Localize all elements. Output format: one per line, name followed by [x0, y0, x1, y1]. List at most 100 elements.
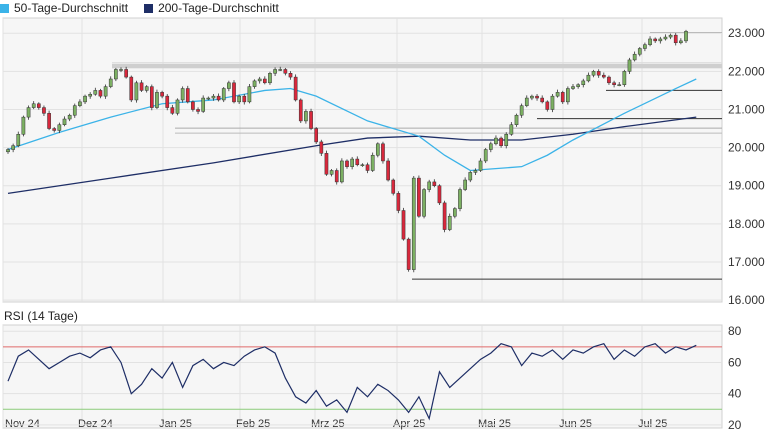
candle-up	[488, 143, 493, 150]
candle-up	[509, 124, 514, 135]
candle-up	[57, 124, 62, 131]
candle-up	[83, 95, 87, 103]
candle-up	[211, 95, 216, 99]
candle-down	[293, 76, 298, 101]
candle-down	[36, 103, 41, 108]
candle-up	[360, 164, 365, 167]
price-y-tick-label: 16.000	[728, 293, 765, 307]
candle-down	[298, 99, 303, 122]
resistance-band	[112, 63, 722, 69]
legend-item-ma200: 200-Tage-Durchschnitt	[144, 1, 279, 15]
candle-up	[155, 92, 159, 108]
x-tick-label: Dez 24	[78, 418, 113, 430]
candle-up	[62, 118, 67, 125]
candle-up	[201, 97, 206, 112]
candle-down	[334, 170, 339, 183]
candle-down	[535, 95, 539, 99]
candle-down	[607, 76, 611, 84]
candle-up	[411, 177, 416, 270]
candle-up	[483, 149, 488, 162]
candle-up	[668, 34, 673, 38]
rsi-y-tick-label: 40	[728, 387, 742, 401]
candle-up	[494, 137, 498, 145]
candle-up	[175, 99, 180, 114]
candle-up	[350, 158, 354, 167]
candle-up	[571, 86, 575, 89]
candle-down	[560, 92, 565, 103]
candle-up	[257, 78, 262, 82]
candle-up	[663, 36, 668, 40]
candle-up	[180, 88, 185, 101]
candle-down	[673, 34, 678, 44]
candle-up	[252, 80, 257, 87]
candle-down	[355, 158, 360, 166]
candle-up	[576, 84, 580, 87]
candle-up	[643, 44, 647, 49]
candle-up	[21, 116, 26, 135]
candle-up	[31, 103, 36, 108]
x-tick-label: Jun 25	[559, 418, 592, 430]
candle-down	[391, 179, 396, 194]
candle-down	[540, 97, 545, 103]
candle-down	[442, 202, 447, 230]
candle-up	[473, 170, 478, 173]
candle-down	[47, 113, 51, 129]
candle-down	[170, 107, 175, 114]
candle-up	[555, 92, 560, 97]
candle-up	[375, 143, 380, 156]
price-y-tick-label: 17.000	[728, 255, 765, 269]
candle-down	[396, 193, 401, 211]
candle-up	[504, 134, 509, 146]
candle-down	[191, 101, 195, 110]
candle-up	[591, 71, 596, 76]
legend: 50-Tage-Durchschnitt 200-Tage-Durchschni…	[0, 0, 279, 16]
candle-down	[345, 160, 349, 167]
candle-up	[478, 160, 483, 171]
legend-item-ma50: 50-Tage-Durchschnitt	[0, 1, 128, 15]
candle-up	[447, 215, 452, 230]
candle-up	[637, 48, 642, 55]
candle-down	[406, 238, 411, 270]
candle-up	[247, 86, 252, 103]
candle-up	[16, 134, 21, 146]
candle-down	[185, 88, 190, 103]
candle-up	[114, 69, 118, 80]
candle-down	[324, 153, 329, 175]
candle-up	[103, 86, 108, 97]
rsi-y-tick-label: 80	[728, 324, 742, 338]
price-y-tick-label: 22.000	[728, 64, 765, 78]
candle-up	[78, 101, 82, 106]
candle-up	[221, 88, 226, 101]
candle-up	[586, 74, 591, 82]
candle-up	[550, 95, 555, 110]
candle-down	[499, 137, 503, 146]
candle-down	[98, 90, 103, 97]
candle-up	[340, 160, 344, 183]
candle-up	[93, 90, 98, 95]
candle-down	[139, 82, 144, 91]
candle-down	[124, 69, 128, 78]
rsi-panel	[2, 324, 723, 429]
x-tick-label: Nov 24	[5, 418, 40, 430]
x-tick-label: Feb 25	[236, 418, 270, 430]
price-panel	[2, 17, 723, 303]
candle-down	[314, 128, 319, 143]
candle-down	[612, 82, 616, 85]
candle-up	[530, 95, 534, 99]
candle-up	[458, 189, 462, 209]
candle-up	[134, 82, 139, 101]
candle-down	[283, 69, 288, 74]
candle-up	[658, 38, 663, 42]
candle-down	[601, 74, 606, 78]
candle-up	[88, 93, 93, 97]
candle-down	[545, 101, 550, 110]
candle-up	[144, 86, 149, 91]
price-y-tick-label: 23.000	[728, 26, 765, 40]
candle-down	[432, 181, 437, 186]
candle-up	[237, 95, 241, 103]
ma50-swatch-icon	[0, 3, 9, 13]
candle-up	[268, 73, 272, 84]
candle-down	[309, 111, 313, 129]
